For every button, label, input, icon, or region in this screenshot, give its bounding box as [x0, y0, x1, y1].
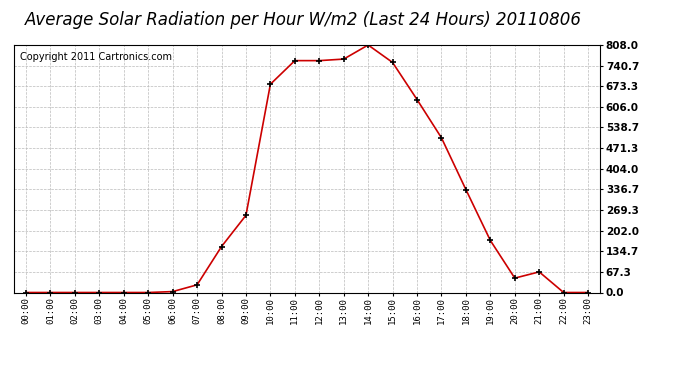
Text: Average Solar Radiation per Hour W/m2 (Last 24 Hours) 20110806: Average Solar Radiation per Hour W/m2 (L… [25, 11, 582, 29]
Text: Copyright 2011 Cartronics.com: Copyright 2011 Cartronics.com [19, 53, 172, 62]
